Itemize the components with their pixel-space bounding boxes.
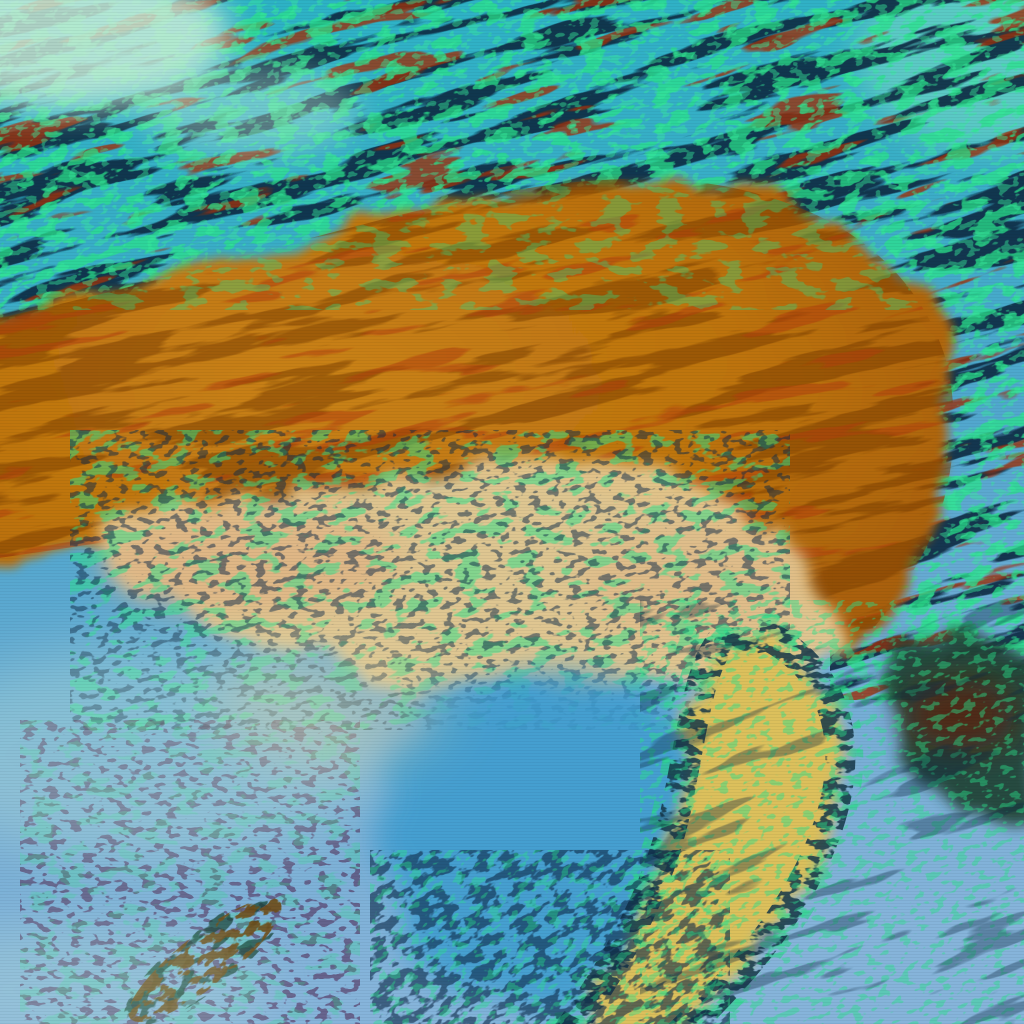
- mint-haze-topleft-2: [140, 65, 360, 155]
- ocean-haze-sand: [210, 630, 450, 770]
- ocean-haze-mint-2: [0, 920, 270, 1024]
